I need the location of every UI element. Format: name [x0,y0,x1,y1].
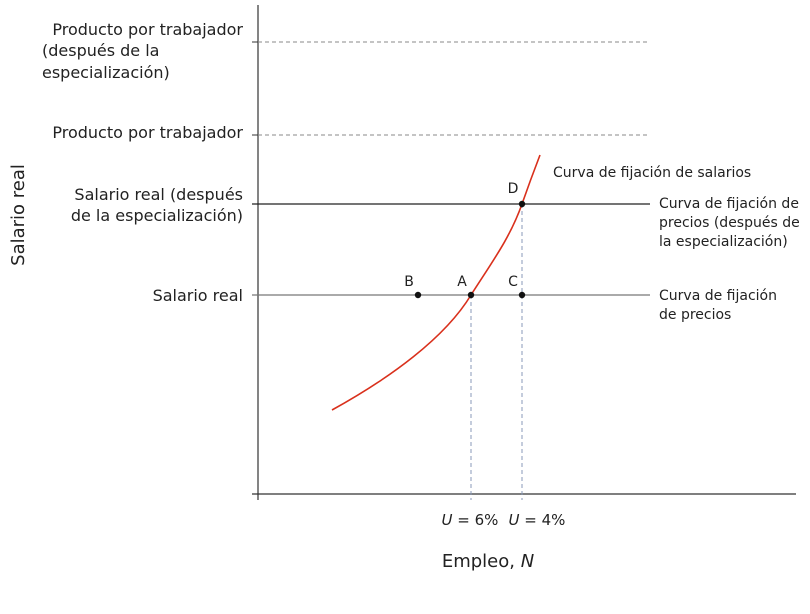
point-label: D [508,181,519,197]
var: N [521,551,534,572]
point-label: A [457,274,467,290]
level-label: (después de la [42,41,159,60]
var: U [509,511,520,529]
level-label: Salario real (después [74,185,243,204]
point [467,291,475,299]
x-level-label: U = 6% [442,511,499,529]
curve-label: Curva de fijación [659,288,777,304]
point [518,291,526,299]
curve-label: Curva de fijación de [659,196,799,212]
point [518,200,526,208]
text: = 4% [520,511,566,529]
x-level-label: U = 4% [509,511,566,529]
text: = 6% [453,511,499,529]
point-label: B [404,274,414,290]
point [414,291,422,299]
y-axis-label: Salario real [8,164,29,266]
level-label: de la especialización) [71,206,243,225]
point-label: C [508,274,518,290]
level-label: Producto por trabajador [52,20,243,39]
curve-label: Curva de fijación de salarios [553,165,751,181]
level-label: Producto por trabajador [52,123,243,142]
x-axis-label: Empleo, N [442,551,534,572]
curve-label: de precios [659,307,731,323]
curve-label: la especialización) [659,234,788,250]
curve-label: precios (después de [659,215,800,231]
text: Empleo, [442,551,521,572]
wage-curve [331,154,541,411]
level-label: especialización) [42,63,170,82]
level-label: Salario real [153,286,243,305]
var: U [442,511,453,529]
